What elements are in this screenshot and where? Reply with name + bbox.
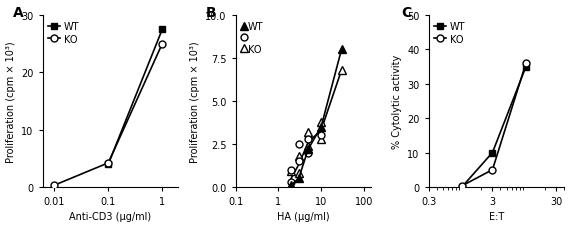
Legend: WT, KO: WT, KO (433, 21, 466, 46)
X-axis label: E:T: E:T (489, 212, 504, 222)
Text: C: C (401, 6, 412, 20)
Y-axis label: Proliferation (cpm × 10³): Proliferation (cpm × 10³) (6, 41, 15, 162)
X-axis label: HA (μg/ml): HA (μg/ml) (277, 212, 330, 222)
Text: A: A (13, 6, 23, 20)
Legend: WT, KO: WT, KO (47, 21, 80, 46)
Legend: WT, , KO: WT, , KO (241, 21, 264, 56)
Y-axis label: Proliferation (cpm × 10³): Proliferation (cpm × 10³) (190, 41, 199, 162)
Text: B: B (206, 6, 216, 20)
Y-axis label: % Cytolytic activity: % Cytolytic activity (392, 55, 401, 148)
X-axis label: Anti-CD3 (μg/ml): Anti-CD3 (μg/ml) (70, 212, 152, 222)
